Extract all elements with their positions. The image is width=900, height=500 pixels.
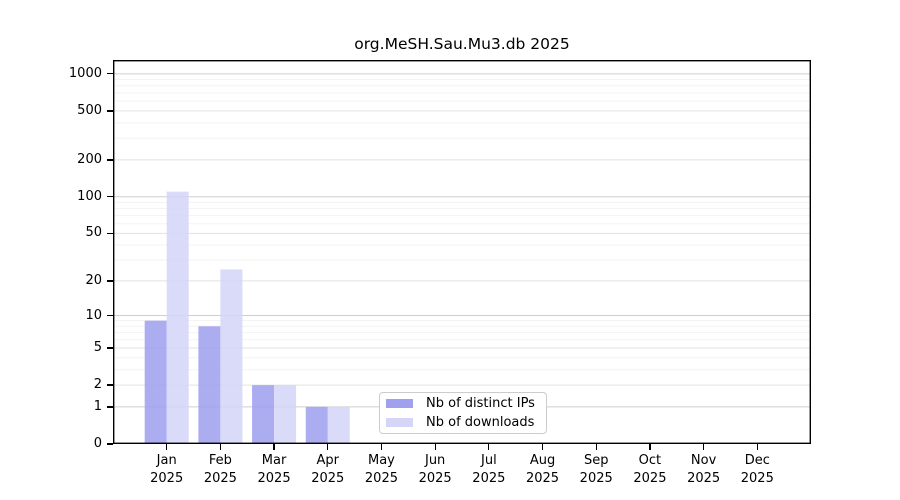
- chart-title: org.MeSH.Sau.Mu3.db 2025: [354, 35, 570, 53]
- y-tick: [106, 110, 113, 112]
- y-tick: [106, 232, 113, 234]
- bar-distinct-ips-jan: [144, 320, 167, 444]
- y-tick-label: 0: [93, 436, 102, 451]
- y-tick-label: 200: [77, 151, 102, 167]
- x-tick: [649, 444, 651, 450]
- y-tick-label: 10: [85, 307, 102, 323]
- bar-distinct-ips-apr: [305, 406, 328, 444]
- y-tick-label: 20: [85, 272, 102, 288]
- legend-swatch-downloads: [386, 417, 413, 427]
- x-tick-label-feb: Feb 2025: [203, 453, 237, 486]
- plot-frame: [112, 59, 811, 445]
- y-tick: [106, 314, 113, 317]
- y-tick-label: 100: [77, 188, 102, 204]
- legend-swatch-distinct-ips: [386, 399, 413, 409]
- bar-downloads-apr: [327, 406, 350, 444]
- bar-downloads-jan: [166, 191, 189, 444]
- x-tick: [595, 444, 597, 450]
- bar-distinct-ips-feb: [198, 326, 221, 444]
- plot-canvas: [112, 59, 811, 445]
- bar-downloads-mar: [274, 385, 297, 444]
- bar-distinct-ips-mar: [252, 385, 275, 444]
- x-tick-label-dec: Dec 2025: [740, 453, 774, 486]
- x-tick: [434, 444, 436, 450]
- y-tick: [106, 406, 113, 408]
- x-tick-label-sep: Sep 2025: [579, 453, 613, 486]
- x-tick-label-oct: Oct 2025: [633, 453, 667, 486]
- plot-area: [112, 59, 811, 445]
- y-tick-label: 50: [85, 225, 102, 241]
- x-tick: [702, 444, 705, 450]
- x-tick: [380, 444, 383, 450]
- x-tick-label-jun: Jun 2025: [418, 453, 452, 486]
- x-tick-label-jul: Jul 2025: [472, 453, 506, 486]
- x-tick: [166, 444, 168, 450]
- y-tick-label: 5: [93, 340, 102, 355]
- y-tick-label: 1: [93, 398, 102, 414]
- bar-downloads-feb: [220, 269, 243, 444]
- x-tick: [541, 444, 544, 450]
- y-tick-label: 500: [77, 102, 102, 118]
- y-tick: [106, 280, 113, 282]
- legend: Nb of distinct IPs Nb of downloads: [379, 392, 547, 434]
- y-tick: [106, 73, 113, 75]
- legend-label-downloads: Nb of downloads: [426, 414, 535, 430]
- y-tick: [106, 443, 113, 445]
- legend-item-downloads: Nb of downloads: [380, 415, 546, 430]
- x-tick: [756, 444, 758, 450]
- y-tick-label: 1000: [68, 65, 102, 81]
- x-tick-label-mar: Mar 2025: [257, 453, 291, 486]
- legend-label-distinct-ips: Nb of distinct IPs: [426, 396, 535, 412]
- x-tick: [219, 444, 222, 450]
- y-tick: [106, 159, 113, 161]
- x-tick-label-nov: Nov 2025: [687, 453, 721, 486]
- x-tick-label-apr: Apr 2025: [311, 453, 345, 486]
- x-tick-label-aug: Aug 2025: [525, 453, 560, 486]
- x-tick: [488, 444, 490, 450]
- y-tick-label: 2: [93, 377, 102, 393]
- x-tick-label-jan: Jan 2025: [150, 453, 184, 486]
- x-tick-label-may: May 2025: [364, 453, 398, 486]
- y-tick: [106, 347, 113, 349]
- legend-item-distinct-ips: Nb of distinct IPs: [380, 396, 546, 411]
- x-tick: [327, 444, 329, 450]
- y-tick: [106, 196, 113, 198]
- x-tick: [273, 444, 275, 450]
- y-tick: [106, 384, 113, 386]
